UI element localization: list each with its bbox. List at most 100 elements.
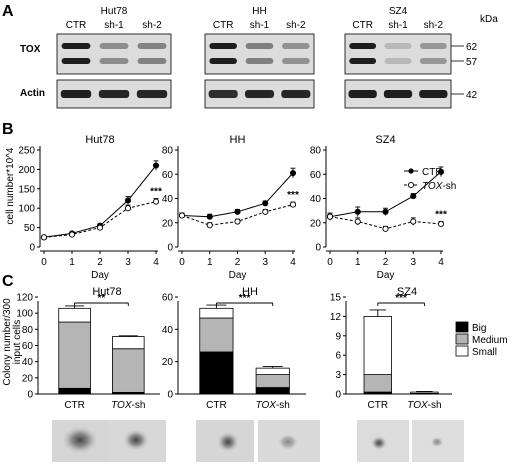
y-tick-label-sz4-40: 40 [310, 194, 322, 205]
panel-label-c: C [2, 273, 14, 290]
bar-hut78-tox-sh-medium [112, 348, 145, 393]
legend-medium-swatch [455, 333, 469, 345]
data-point-hut78-tox-sh-day2 [96, 224, 104, 231]
colony-title-hh: HH [242, 286, 258, 298]
colony-y-tick-label-sz4-9: 9 [335, 331, 341, 342]
series-line-hut78-tox-sh [43, 201, 157, 238]
actin-band-sz4-1 [348, 90, 377, 98]
micrograph-hut78-sh-colony [123, 429, 149, 451]
actin-band-hut78-3 [136, 90, 168, 98]
y-tick-label-hut78-50: 50 [24, 223, 36, 234]
x-tick-label-sz4-0: 0 [327, 257, 333, 268]
data-point-sz4-tox-sh-day0 [326, 213, 334, 220]
data-point-hut78-ctr-day4 [152, 162, 160, 169]
tox-band-hh-3-62kda [282, 43, 310, 49]
colony-y-tick-label-hut78-0: 0 [27, 390, 33, 401]
colony-y-tick-label-sz4-6: 6 [335, 351, 341, 362]
category-label-hut78-tox-sh: TOX-sh [111, 400, 145, 411]
lane-label-hut78-ctr: CTR [66, 20, 87, 31]
bar-hut78-ctr-big [58, 387, 91, 395]
tox-band-sz4-1-62kda [349, 43, 377, 49]
growth-title-sz4: SZ4 [375, 134, 395, 146]
tox-band-hh-2-57kda [245, 58, 274, 64]
data-point-sz4-tox-sh-day4 [437, 220, 445, 228]
x-axis-label-sz4: Day [377, 270, 395, 281]
colony-y-tick-label-hut78-100: 100 [16, 309, 33, 320]
data-point-sz4-tox-sh-day3 [410, 218, 417, 225]
bar-hut78-ctr-small [58, 307, 91, 323]
data-point-hut78-tox-sh-day4 [152, 198, 160, 205]
lane-label-sz4-ctr: CTR [352, 20, 373, 31]
y-tick-label-hut78-250: 250 [18, 146, 35, 157]
x-tick-label-hh-0: 0 [179, 257, 185, 268]
data-point-hh-ctr-day4 [289, 169, 297, 177]
bar-hut78-ctr-medium [58, 321, 91, 389]
colony-y-tick-label-hut78-60: 60 [22, 341, 34, 352]
colony-significance-hut78: ** [98, 293, 106, 304]
tox-band-hh-1-62kda [209, 43, 237, 49]
colony-y-tick-label-hut78-120: 120 [16, 293, 33, 304]
colony-y-tick-label-sz4-0: 0 [335, 390, 341, 401]
bar-sz4-tox-sh-small [410, 391, 439, 394]
colony-chart-hh: HH 0 20 40 60 CTR TOX-sh *** [162, 286, 306, 411]
colony-y-tick-label-sz4-3: 3 [335, 370, 341, 381]
x-tick-label-hut78-2: 2 [97, 257, 103, 268]
panel-label-a: A [2, 3, 14, 20]
colony-y-tick-label-hh-60: 60 [162, 293, 174, 304]
significance-hut78: *** [150, 187, 162, 198]
tox-band-hut78-2-57kda [99, 58, 129, 64]
colony-y-tick-label-hut78-40: 40 [22, 357, 34, 368]
colony-y-tick-label-hut78-20: 20 [22, 373, 34, 384]
tox-band-hut78-3-62kda [137, 43, 167, 49]
micrograph-sz4-sh-colony [431, 437, 443, 447]
legend-sh-marker [407, 181, 415, 189]
x-tick-label-sz4-4: 4 [438, 257, 444, 268]
data-point-hut78-tox-sh-day3 [124, 205, 132, 212]
y-tick-label-sz4-0: 0 [315, 243, 321, 254]
data-point-sz4-tox-sh-day2 [382, 225, 389, 232]
x-tick-label-sz4-2: 2 [383, 257, 389, 268]
actin-band-hut78-2 [98, 90, 130, 98]
data-point-hh-tox-sh-day0 [178, 212, 186, 219]
tox-band-sz4-3-62kda [419, 43, 447, 49]
tox-band-hut78-1-62kda [61, 43, 91, 49]
significance-hh: *** [287, 190, 299, 201]
colony-y-tick-label-hh-40: 40 [162, 325, 174, 336]
x-axis-label-hut78: Day [91, 270, 109, 281]
micrograph-hh-sh-colony [278, 434, 298, 450]
colony-y-tick-label-hut78-80: 80 [22, 325, 34, 336]
colony-title-hut78: Hut78 [92, 286, 121, 298]
actin-band-hh-1 [208, 90, 238, 98]
bar-hh-tox-sh-small [255, 367, 290, 375]
micrograph-sz4-ctr-colony [371, 436, 387, 450]
y-tick-label-hut78-100: 100 [18, 204, 35, 215]
x-tick-label-hut78-1: 1 [69, 257, 75, 268]
lane-label-hh-sh-2: sh-2 [286, 20, 306, 31]
data-point-sz4-ctr-day3 [410, 193, 417, 200]
bar-hh-tox-sh-medium [255, 374, 290, 388]
tox-band-hh-3-57kda [282, 58, 310, 64]
data-point-hut78-ctr-day3 [124, 197, 132, 204]
growth-title-hh: HH [230, 134, 246, 146]
data-point-hut78-tox-sh-day1 [68, 231, 76, 238]
bar-hut78-tox-sh-small [112, 336, 145, 350]
bar-hh-ctr-big [199, 351, 234, 395]
tox-band-hut78-3-57kda [137, 58, 167, 64]
category-label-sz4-ctr: CTR [368, 400, 389, 411]
category-label-hh-tox-sh: TOX-sh [256, 400, 290, 411]
x-tick-label-hh-2: 2 [235, 257, 241, 268]
legend-sh-label: TOX-sh [422, 181, 456, 192]
legend-big-swatch [455, 321, 469, 333]
significance-sz4: *** [435, 210, 447, 221]
colony-y-tick-label-hh-20: 20 [162, 357, 174, 368]
y-tick-label-sz4-60: 60 [310, 170, 322, 181]
tox-band-sz4-3-57kda [419, 58, 447, 64]
x-tick-label-sz4-3: 3 [410, 257, 416, 268]
colony-y-axis-label-line2: input cells [12, 320, 23, 364]
colony-chart-sz4: SZ4 0 3 6 9 12 15 CTR TOX-sh *** [330, 286, 452, 411]
category-label-hh-ctr: CTR [206, 400, 227, 411]
y-tick-label-sz4-80: 80 [310, 146, 322, 157]
tox-band-hh-2-62kda [245, 43, 274, 49]
